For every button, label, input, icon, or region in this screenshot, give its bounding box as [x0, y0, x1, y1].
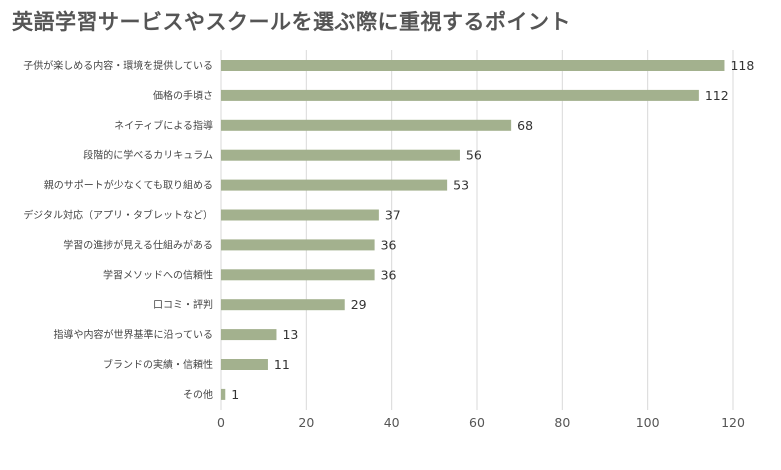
category-label: 段階的に学べるカリキュラム — [83, 149, 213, 162]
bar — [221, 119, 512, 131]
bar — [221, 359, 268, 370]
data-label: 13 — [282, 327, 298, 342]
data-label: 68 — [517, 118, 533, 133]
data-label: 36 — [381, 267, 397, 282]
data-label: 56 — [466, 148, 482, 163]
x-tick-label: 20 — [298, 415, 314, 430]
x-tick-label: 80 — [554, 415, 570, 430]
bar — [221, 269, 375, 281]
data-label: 53 — [453, 178, 469, 193]
data-label: 112 — [705, 88, 729, 103]
category-label: ブランドの実績・信頼性 — [103, 358, 213, 371]
category-label: 子供が楽しめる内容・環境を提供している — [23, 59, 213, 72]
category-label: 学習の進捗が見える仕組みがある — [63, 238, 213, 251]
category-label: 学習メソッドへの信頼性 — [103, 268, 213, 281]
bar — [221, 299, 345, 311]
x-tick-label: 40 — [384, 415, 400, 430]
bar — [221, 60, 725, 71]
data-label: 11 — [274, 357, 290, 372]
bar — [221, 329, 277, 341]
category-label: その他 — [183, 388, 213, 401]
category-label: 指導や内容が世界基準に沿っている — [54, 328, 214, 341]
data-label: 1 — [231, 387, 239, 402]
x-tick-label: 60 — [469, 415, 485, 430]
category-label: 親のサポートが少なくても取り組める — [44, 179, 213, 192]
x-tick-label: 120 — [721, 415, 745, 430]
data-label: 118 — [730, 58, 754, 73]
bar — [221, 89, 699, 101]
x-tick-label: 100 — [636, 415, 660, 430]
category-label: 口コミ・評判 — [153, 298, 213, 311]
x-tick-label: 0 — [217, 415, 225, 430]
category-label: 価格の手頃さ — [153, 89, 213, 102]
bar — [221, 239, 375, 251]
category-label: ネイティブによる指導 — [114, 119, 213, 132]
bar — [221, 179, 448, 191]
category-label: デジタル対応（アプリ・タブレットなど） — [23, 209, 213, 222]
data-label: 29 — [351, 297, 367, 312]
data-label: 36 — [381, 237, 397, 252]
bar — [221, 209, 379, 221]
bar — [221, 149, 460, 161]
bar — [221, 388, 226, 400]
chart-title: 英語学習サービスやスクールを選ぶ際に重視するポイント — [12, 10, 571, 34]
data-label: 37 — [385, 208, 401, 223]
